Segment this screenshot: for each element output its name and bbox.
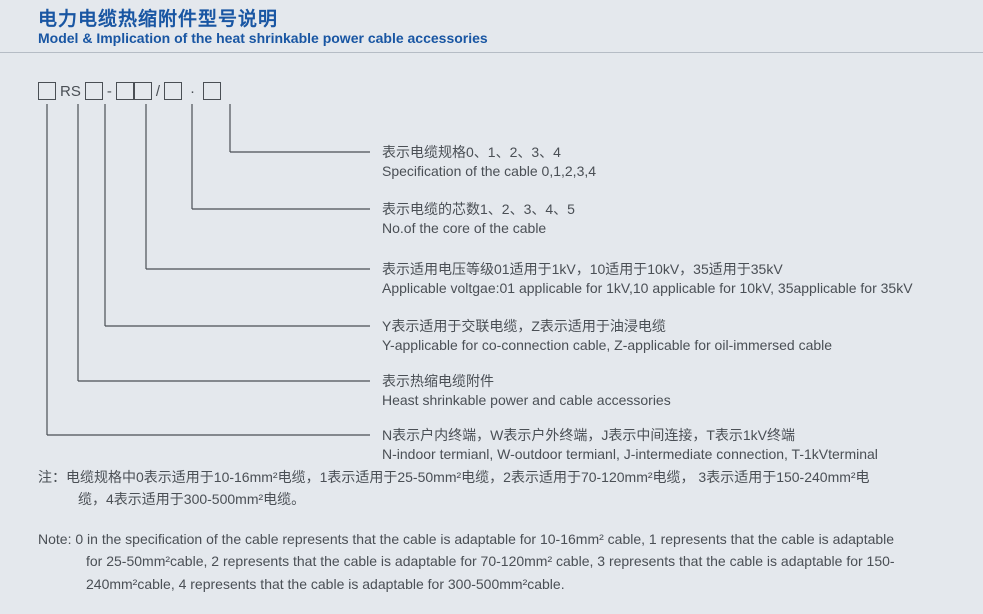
formula-rs: RS bbox=[60, 83, 81, 100]
description-3-en: Applicable voltgae:01 applicable for 1kV… bbox=[382, 279, 913, 298]
title-divider bbox=[0, 52, 983, 53]
description-5-cn: 表示热缩电缆附件 bbox=[382, 372, 671, 391]
formula-dash: - bbox=[107, 83, 112, 100]
description-3-cn: 表示适用电压等级01适用于1kV，10适用于10kV，35适用于35kV bbox=[382, 260, 913, 279]
note-cn-line2: 缆，4表示适用于300-500mm²电缆。 bbox=[78, 491, 305, 507]
formula-box-6 bbox=[203, 82, 221, 100]
description-2: 表示电缆的芯数1、2、3、4、5No.of the core of the ca… bbox=[382, 200, 575, 238]
description-5-en: Heast shrinkable power and cable accesso… bbox=[382, 391, 671, 410]
formula-box-5 bbox=[164, 82, 182, 100]
note-en-line3: 240mm²cable, 4 represents that the cable… bbox=[86, 576, 565, 592]
description-1: 表示电缆规格0、1、2、3、4Specification of the cabl… bbox=[382, 143, 596, 181]
description-1-en: Specification of the cable 0,1,2,3,4 bbox=[382, 162, 596, 181]
note-en-line1: 0 in the specification of the cable repr… bbox=[75, 531, 894, 547]
note-cn-prefix: 注： bbox=[38, 469, 66, 485]
description-6-cn: N表示户内终端，W表示户外终端，J表示中间连接，T表示1kV终端 bbox=[382, 426, 878, 445]
note-cn-line1: 电缆规格中0表示适用于10-16mm²电缆，1表示适用于25-50mm²电缆，2… bbox=[66, 469, 870, 485]
note-en-line2: for 25-50mm²cable, 2 represents that the… bbox=[86, 553, 895, 569]
formula-box-3 bbox=[116, 82, 134, 100]
description-6-en: N-indoor termianl, W-outdoor termianl, J… bbox=[382, 445, 878, 464]
formula-box-1 bbox=[38, 82, 56, 100]
description-1-cn: 表示电缆规格0、1、2、3、4 bbox=[382, 143, 596, 162]
description-4-cn: Y表示适用于交联电缆，Z表示适用于油浸电缆 bbox=[382, 317, 832, 336]
description-2-en: No.of the core of the cable bbox=[382, 219, 575, 238]
title-en: Model & Implication of the heat shrinkab… bbox=[38, 30, 488, 46]
description-2-cn: 表示电缆的芯数1、2、3、4、5 bbox=[382, 200, 575, 219]
note-cn: 注：电缆规格中0表示适用于10-16mm²电缆，1表示适用于25-50mm²电缆… bbox=[38, 466, 958, 511]
formula-slash: / bbox=[156, 83, 160, 100]
formula-box-4 bbox=[134, 82, 152, 100]
description-4-en: Y-applicable for co-connection cable, Z-… bbox=[382, 336, 832, 355]
description-6: N表示户内终端，W表示户外终端，J表示中间连接，T表示1kV终端N-indoor… bbox=[382, 426, 878, 464]
description-5: 表示热缩电缆附件Heast shrinkable power and cable… bbox=[382, 372, 671, 410]
note-en: Note: 0 in the specification of the cabl… bbox=[38, 528, 958, 595]
formula-dot: · bbox=[190, 83, 195, 100]
description-4: Y表示适用于交联电缆，Z表示适用于油浸电缆Y-applicable for co… bbox=[382, 317, 832, 355]
formula-box-2 bbox=[85, 82, 103, 100]
model-formula: RS - / · bbox=[38, 82, 221, 100]
note-en-prefix: Note: bbox=[38, 531, 75, 547]
title-cn: 电力电缆热缩附件型号说明 bbox=[38, 4, 278, 31]
description-3: 表示适用电压等级01适用于1kV，10适用于10kV，35适用于35kVAppl… bbox=[382, 260, 913, 298]
